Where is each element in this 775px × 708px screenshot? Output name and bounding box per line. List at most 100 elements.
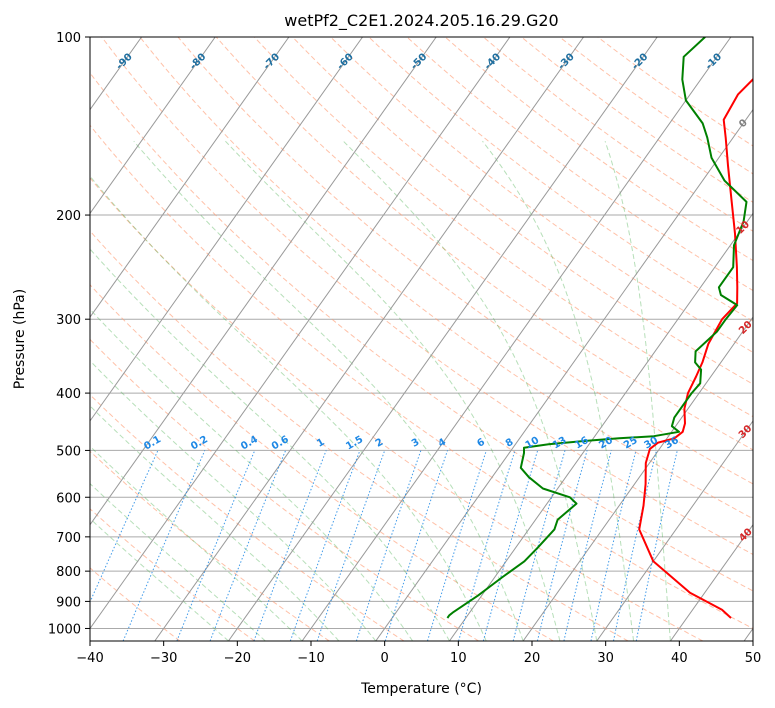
isotherm-label: 30 [737,423,755,441]
isotherm-line [90,37,290,319]
isotherm-line [596,420,753,641]
x-tick-label: 50 [745,651,762,666]
mixing-ratio-line [427,450,487,641]
mixing-ratio-line [316,450,386,641]
y-tick-label: 800 [56,565,81,580]
x-tick-label: 20 [524,651,541,666]
mixing-ratio-line [536,450,588,641]
moist-adiabat-line [90,482,266,641]
x-tick-label: 40 [671,651,688,666]
x-tick-label: 10 [450,651,467,666]
moist-adiabat-line [225,140,561,641]
mixing-ratio-label: 2 [374,437,386,450]
x-tick-label: 0 [381,651,389,666]
dry-adiabat-line [139,37,753,520]
mixing-ratio-label: 0.1 [142,434,163,452]
dry-adiabat-line [90,450,330,641]
isotherm-line [670,523,753,641]
mixing-ratio-label: 36 [663,435,681,452]
mixing-ratio-label: 0.2 [189,434,210,452]
y-tick-label: 900 [56,595,81,610]
mixing-ratio-line [289,450,361,641]
moist-adiabat-line [90,248,450,641]
y-tick-label: 300 [56,313,81,328]
y-tick-label: 500 [56,444,81,459]
isotherm-label: 0 [737,117,750,130]
y-tick-label: 200 [56,209,81,224]
isotherm-line [154,37,584,641]
isotherm-line [522,316,753,641]
mixing-ratio-line [482,450,539,641]
dry-adiabat-line [406,37,753,292]
isotherm-line [228,37,658,641]
moist-adiabat-line [90,308,414,641]
mixing-ratio-line [635,450,678,641]
mixing-ratio-label: 3 [410,437,422,450]
x-tick-label: −40 [76,651,103,666]
dry-adiabat-line [482,37,753,232]
mixing-ratio-label: 6 [475,437,487,450]
mixing-ratio-label: 0.4 [239,434,260,452]
y-tick-label: 600 [56,491,81,506]
moist-adiabat-line [90,175,487,641]
mixing-ratio-line [122,450,206,641]
moist-adiabat-line [482,140,635,641]
isotherm-label: -70 [262,52,283,73]
dry-adiabat-line [253,37,753,418]
isotherm-label: -30 [556,52,577,73]
y-axis-label: Pressure (hPa) [12,289,28,389]
isotherm-line [90,37,216,215]
mixing-ratio-label: 20 [597,435,615,452]
dewpoint-profile-line [446,37,748,619]
isotherm-line [90,37,437,526]
x-tick-label: −10 [297,651,324,666]
mixing-ratio-label: 13 [551,435,569,452]
dry-adiabat-line [90,72,753,592]
mixing-ratio-line [253,450,327,641]
plot-frame [89,36,754,642]
dry-adiabat-line [90,284,554,641]
x-tick-label: −20 [224,651,251,666]
mixing-ratio-line [590,450,637,641]
y-tick-label: 100 [56,31,81,46]
isotherm-line [0,37,68,641]
mixing-ratio-line [563,450,612,641]
dry-adiabat-line [101,37,753,556]
isotherm-label: -90 [114,52,135,73]
isotherm-line [743,627,753,641]
isotherm-label: -60 [335,52,356,73]
dry-adiabat-line [90,394,405,641]
moist-adiabat-line [90,445,303,641]
temperature-profile-line [638,77,753,619]
dry-adiabat-line [292,37,753,385]
mixing-ratio-label: 0.6 [270,434,291,452]
dry-adiabat-line [90,177,704,641]
y-tick-label: 700 [56,531,81,546]
isotherm-line [375,108,753,641]
moist-adiabat-line [90,405,340,641]
isotherm-line [301,37,732,641]
moist-adiabat-line [90,517,229,641]
mixing-ratio-line [209,450,287,641]
mixing-ratio-label: 10 [524,435,542,452]
dry-adiabat-line [90,508,255,641]
isotherm-label: -20 [630,52,651,73]
dry-adiabat-line [177,37,753,485]
dry-adiabat-line [90,338,479,641]
dry-adiabat-line [215,37,753,451]
moist-adiabat-line [133,140,524,641]
mixing-ratio-line [458,450,516,641]
mixing-ratio-label: 1 [315,437,327,450]
dry-adiabat-line [90,124,753,630]
y-tick-label: 400 [56,387,81,402]
isotherm-label: -40 [483,52,504,73]
moist-adiabat-line [604,141,671,641]
chart-title: wetPf2_C2E1.2024.205.16.29.G20 [284,11,558,31]
y-tick-label: 1000 [48,622,81,637]
mixing-ratio-line [384,450,448,641]
isotherm-line [90,37,363,422]
isotherm-label: 20 [737,319,755,337]
dry-adiabat-line [90,230,629,641]
mixing-ratio-label: 8 [504,437,516,450]
